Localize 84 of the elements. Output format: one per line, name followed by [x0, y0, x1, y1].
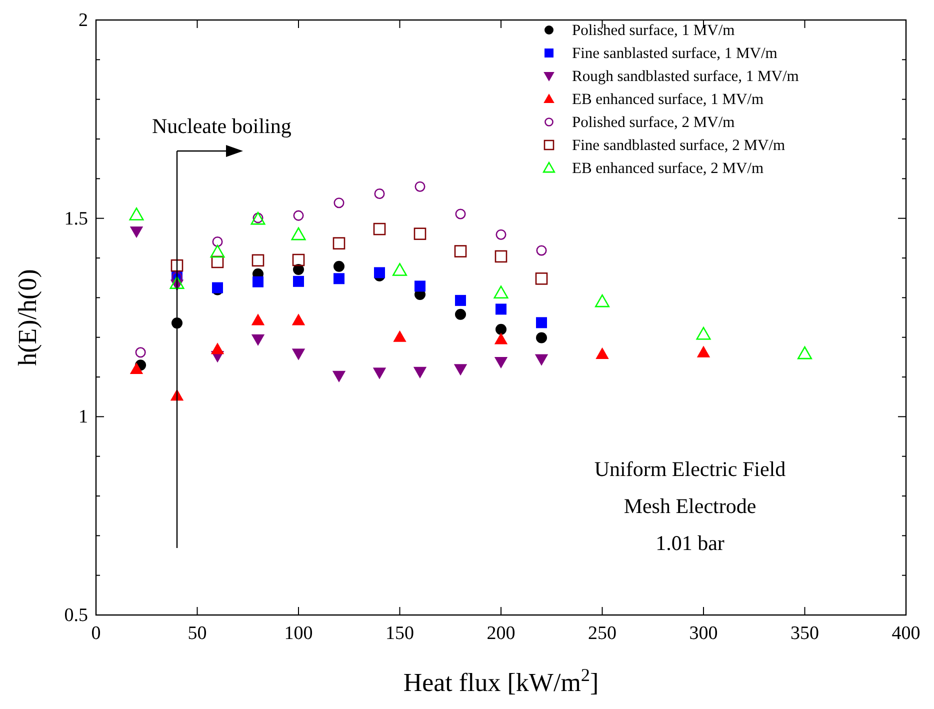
point	[414, 280, 426, 292]
legend-label: Fine sanblasted surface, 1 MV/m	[572, 45, 778, 62]
y-tick-label: 1	[78, 406, 88, 428]
point	[251, 314, 265, 326]
point	[413, 366, 427, 378]
point	[536, 245, 547, 256]
x-tick-label: 350	[790, 623, 819, 644]
point	[494, 286, 508, 299]
point	[170, 259, 184, 272]
point	[374, 188, 385, 200]
point	[135, 347, 146, 358]
point	[696, 326, 711, 340]
point	[536, 317, 547, 328]
point	[293, 264, 304, 276]
point	[374, 267, 385, 278]
point	[494, 250, 508, 263]
legend-label: EB enhanced surface, 1 MV/m	[572, 91, 764, 108]
point	[696, 346, 710, 358]
point	[798, 346, 812, 360]
point	[454, 245, 467, 258]
x-tick-label: 400	[892, 623, 920, 644]
point	[496, 304, 506, 315]
point	[534, 354, 548, 366]
point	[536, 332, 547, 344]
y-axis-title: h(E)/h(0)	[13, 269, 42, 366]
point	[455, 308, 466, 320]
point	[414, 228, 426, 240]
point	[496, 229, 506, 240]
legend-label: Polished surface, 2 MV/m	[572, 114, 735, 131]
point	[454, 364, 468, 376]
point	[535, 272, 548, 285]
point	[212, 236, 223, 248]
point	[210, 244, 225, 258]
point	[292, 254, 305, 266]
point	[496, 324, 506, 335]
point	[210, 342, 224, 354]
point	[293, 210, 304, 221]
point	[292, 348, 306, 360]
y-tick-label: 2	[78, 10, 88, 31]
point	[130, 226, 144, 238]
x-tick-label: 150	[386, 623, 414, 644]
point	[596, 347, 609, 359]
x-tick-label: 250	[588, 623, 616, 644]
point	[392, 263, 407, 276]
point	[292, 314, 306, 326]
point	[455, 294, 466, 306]
point	[251, 334, 265, 346]
legend-label: Rough sandblasted surface, 1 MV/m	[572, 68, 799, 85]
point	[252, 276, 264, 288]
point	[373, 222, 386, 236]
point	[129, 208, 144, 220]
y-tick-label: 1.5	[64, 208, 88, 230]
annotation: Nucleate boiling	[152, 114, 292, 138]
legend-label: Polished surface, 1 MV/m	[572, 22, 735, 39]
point	[372, 368, 386, 380]
annotation: 1.01 bar	[656, 531, 724, 555]
legend-label: Fine sandblasted surface, 2 MV/m	[572, 137, 786, 154]
legend-label: EB enhanced surface, 2 MV/m	[572, 160, 764, 177]
point	[455, 208, 466, 220]
x-tick-label: 300	[689, 623, 718, 644]
point	[595, 294, 610, 308]
annotation: Mesh Electrode	[624, 494, 756, 518]
point	[414, 181, 426, 192]
annotation: Uniform Electric Field	[594, 457, 786, 481]
point	[293, 276, 304, 287]
x-tick-label: 50	[188, 623, 207, 644]
x-tick-label: 100	[284, 623, 313, 644]
point	[494, 356, 508, 369]
point	[393, 330, 406, 342]
point	[334, 198, 344, 208]
point	[211, 256, 224, 268]
point	[494, 332, 508, 344]
point	[332, 370, 346, 382]
point	[252, 254, 264, 267]
point	[130, 362, 144, 374]
x-axis-title: Heat flux [kW/m$^{2}$]	[403, 665, 599, 697]
point	[334, 273, 344, 284]
point	[334, 260, 344, 272]
point	[332, 237, 346, 250]
y-tick-label: 0.5	[64, 605, 88, 626]
point	[170, 276, 184, 289]
x-tick-label: 200	[486, 623, 516, 644]
x-tick-label: 0	[91, 623, 101, 644]
point	[291, 227, 306, 240]
